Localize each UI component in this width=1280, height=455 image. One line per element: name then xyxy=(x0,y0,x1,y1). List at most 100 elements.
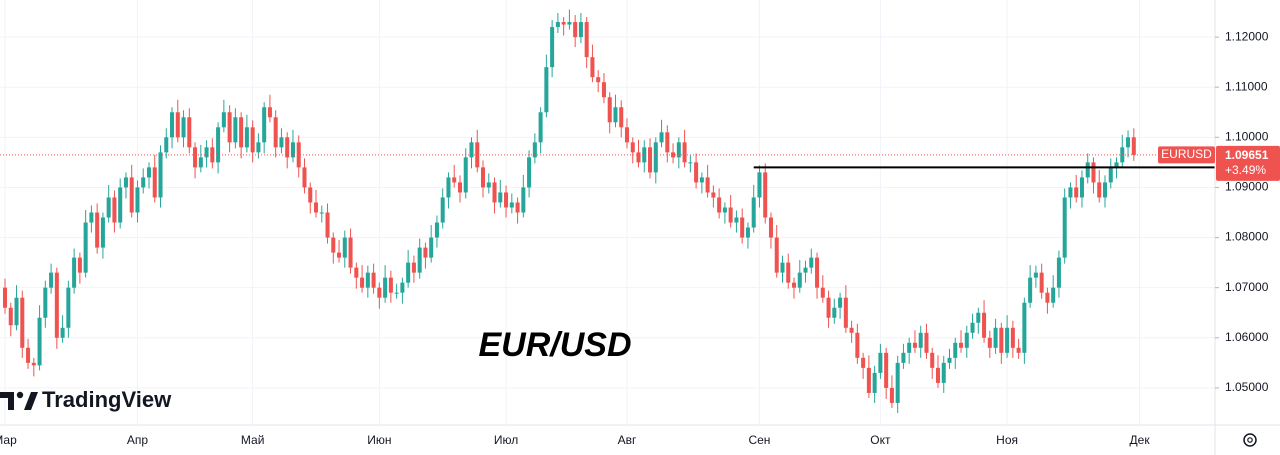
candle-body xyxy=(884,352,889,388)
x-tick-label: Июн xyxy=(367,433,391,447)
candle-body xyxy=(757,172,762,198)
candle-body xyxy=(141,177,146,188)
candle-body xyxy=(498,192,503,203)
candle-body xyxy=(717,197,722,213)
candle-body xyxy=(596,77,601,83)
candle-body xyxy=(457,182,462,193)
candle-body xyxy=(665,132,670,153)
candle-body xyxy=(573,22,578,38)
candle-body xyxy=(964,332,969,348)
candle-body xyxy=(976,312,981,323)
candle-body xyxy=(262,107,267,143)
candle-body xyxy=(43,287,48,318)
y-tick-label: 1.09000 xyxy=(1225,180,1269,194)
symbol-badge xyxy=(1158,146,1215,164)
candle-body xyxy=(337,252,342,258)
symbol-label: EURUSD xyxy=(1161,147,1212,161)
candle-body xyxy=(624,127,630,143)
x-tick-label: Май xyxy=(241,433,265,447)
candle-body xyxy=(331,237,336,253)
candle-body xyxy=(676,142,681,158)
candle-body xyxy=(889,387,894,403)
candle-body xyxy=(843,297,848,328)
candle-body xyxy=(740,217,745,238)
candle-body xyxy=(8,307,13,326)
candle-body xyxy=(567,22,572,25)
candle-body xyxy=(400,282,405,293)
candle-body xyxy=(866,367,871,393)
candle-body xyxy=(705,177,710,193)
candle-body xyxy=(584,22,589,58)
candle-body xyxy=(699,177,704,183)
candle-body xyxy=(77,257,82,273)
x-tick-label: Июл xyxy=(494,433,518,447)
candle-body xyxy=(313,202,319,213)
candle-body xyxy=(89,212,94,223)
candle-body xyxy=(809,257,814,268)
candle-body xyxy=(780,262,785,273)
candle-body xyxy=(423,247,428,258)
y-tick-label: 1.11000 xyxy=(1225,79,1268,93)
candle-body xyxy=(509,202,514,208)
candle-body xyxy=(1016,347,1021,353)
candle-body xyxy=(14,297,19,326)
candle-body xyxy=(279,137,284,148)
candle-body xyxy=(1010,327,1015,348)
candle-body xyxy=(855,332,860,358)
candle-body xyxy=(527,157,532,188)
candle-body xyxy=(682,142,687,163)
candle-body xyxy=(895,362,900,403)
candle-body xyxy=(342,237,347,258)
y-tick-label: 1.10000 xyxy=(1225,129,1269,143)
y-tick-label: 1.12000 xyxy=(1225,29,1269,43)
candle-body xyxy=(1045,292,1050,303)
candle-body xyxy=(1022,302,1027,353)
candle-body xyxy=(763,172,768,218)
candle-body xyxy=(1102,182,1108,198)
candle-body xyxy=(694,162,699,183)
candle-body xyxy=(935,367,941,383)
y-tick-label: 1.05000 xyxy=(1225,380,1269,394)
candle-body xyxy=(95,212,100,248)
candle-body xyxy=(170,112,175,138)
candle-body xyxy=(619,107,624,128)
brand-logo xyxy=(0,391,38,410)
candle-body xyxy=(406,262,411,283)
candle-body xyxy=(83,222,88,273)
candle-body xyxy=(630,142,635,153)
candle-body xyxy=(100,217,105,248)
candle-body xyxy=(838,297,843,308)
last-price-label: 1.09651 xyxy=(1225,148,1269,162)
settings-icon[interactable] xyxy=(1243,433,1257,447)
candle-body xyxy=(1108,167,1113,183)
x-tick-label: Сен xyxy=(748,433,770,447)
candle-body xyxy=(429,237,434,258)
candle-body xyxy=(273,117,278,148)
candle-body xyxy=(60,327,65,338)
candle-body xyxy=(930,352,935,368)
candle-body xyxy=(394,292,399,294)
candle-body xyxy=(123,177,128,188)
candle-body xyxy=(302,167,307,188)
candle-body xyxy=(941,362,946,383)
candle-body xyxy=(49,272,54,288)
candle-body xyxy=(745,227,750,238)
candle-body xyxy=(210,147,215,163)
watermark-title: EUR/USD xyxy=(478,326,631,364)
candle-body xyxy=(481,167,486,188)
candle-body xyxy=(66,287,71,328)
candle-body xyxy=(135,187,140,213)
candle-body xyxy=(959,342,964,348)
candle-body xyxy=(383,277,388,298)
candle-body xyxy=(861,357,866,368)
candle-body xyxy=(515,202,520,213)
candle-body xyxy=(118,187,123,223)
candle-body xyxy=(849,327,854,333)
candle-body xyxy=(106,197,111,218)
candle-body xyxy=(636,152,641,163)
candle-body xyxy=(953,342,958,358)
candle-body xyxy=(544,67,549,113)
candle-body xyxy=(1056,257,1061,288)
candle-body xyxy=(37,317,42,366)
